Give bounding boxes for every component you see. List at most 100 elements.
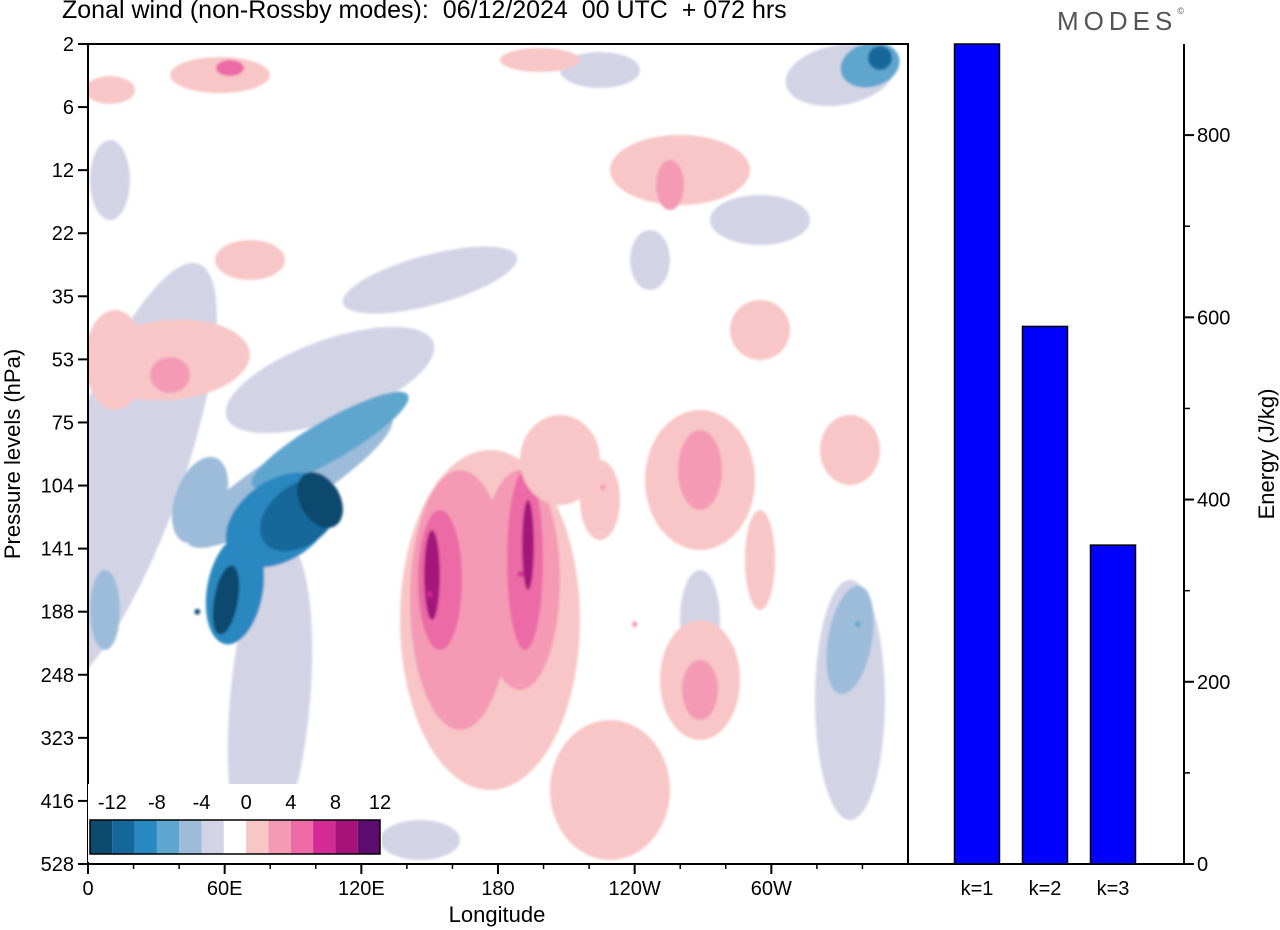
contour-region [88,310,145,410]
colorbar-label: -8 [148,792,166,814]
x-tick-label: 180 [481,878,514,900]
feature-core [631,621,638,628]
contour-region [868,46,892,70]
x-axis-label: Longitude [449,902,546,927]
energy-tick-label: 600 [1197,307,1230,329]
feature-core [194,608,201,615]
modes-logo: MODES© [1057,6,1184,36]
colorbar-swatch [90,820,113,854]
feature-core [882,72,889,79]
bar-category-label: k=3 [1097,878,1130,900]
feature-core [854,621,861,628]
energy-bars: k=1 k=2 k=3 [953,43,1137,900]
colorbar-label: 4 [285,792,296,814]
contour-region [500,48,580,72]
energy-axis-label: Energy (J/kg) [1254,389,1279,520]
bar-category-label: k=2 [1029,878,1062,900]
contour-region [520,415,600,505]
contour-region [297,472,343,528]
contour-region [225,326,435,434]
colorbar-swatch [201,820,224,854]
colorbar-swatch [179,820,202,854]
energy-bar [1021,325,1069,865]
x-tick-label: 120W [609,878,661,900]
contour-region [216,60,244,76]
contour-region [342,246,518,314]
contour-region [88,76,135,104]
colorbar-swatch [112,820,135,854]
contour-region [630,230,670,290]
field-layers [88,44,900,860]
contour-region [682,660,718,720]
y-tick-label: 2 [63,34,74,56]
energy-bar [953,43,1001,865]
contour-region [90,140,130,220]
contour-region [380,820,460,860]
y-axis-label: Pressure levels (hPa) [0,349,25,559]
pressure-axis: 2 6 12 22 35 53 75 104 141 188 248 323 416 528 [41,34,88,876]
y-tick-label: 75 [52,412,74,434]
contour-region [656,160,684,210]
wind-contour-field [88,44,908,864]
feature-core [599,484,606,491]
longitude-axis: 0 60E 120E 180 120W 60W [82,864,864,900]
contour-region [251,391,409,489]
contour-region [550,720,670,860]
y-tick-label: 141 [41,539,74,561]
colorbar-label: -4 [193,792,211,814]
y-tick-label: 416 [41,791,74,813]
feature-core [517,571,524,578]
y-tick-label: 53 [52,349,74,371]
feature-core [119,345,126,352]
chart-title: Zonal wind (non-Rossby modes): 06/12/202… [62,0,787,24]
energy-tick-label: 0 [1197,854,1208,876]
colorbar-label: 0 [241,792,252,814]
y-tick-label: 35 [52,286,74,308]
contour-region [424,530,440,620]
contour-region [522,500,534,590]
colorbar-swatch [290,820,314,854]
contour-region [90,570,120,650]
colorbar-swatch [134,820,157,854]
y-tick-label: 12 [52,160,74,182]
colorbar-swatch [335,820,358,854]
contour-region [820,415,880,485]
y-tick-label: 22 [52,223,74,245]
energy-axis: 0 200 400 600 800 [1184,125,1230,876]
contour-region [150,357,190,393]
energy-tick-label: 200 [1197,672,1230,694]
x-tick-label: 60W [751,878,792,900]
contour-region [215,240,285,280]
contour-region [730,300,790,360]
feature-core [426,591,433,598]
x-tick-label: 120E [338,878,385,900]
colorbar-label: -12 [98,792,127,814]
x-tick-label: 0 [82,878,93,900]
colorbar-swatch [156,820,180,854]
bar-category-label: k=1 [961,878,994,900]
contour-region [170,57,270,93]
contour-region [745,510,775,610]
contour-region [678,430,722,510]
colorbar-swatch [313,820,336,854]
colorbar-swatch [268,820,291,854]
colorbar-swatch [223,820,247,854]
contour-region [212,565,240,635]
energy-bar [1089,544,1137,865]
feature-core [312,509,319,516]
energy-tick-label: 800 [1197,125,1230,147]
y-tick-label: 104 [41,476,74,498]
contour-region [560,52,640,88]
colorbar-swatch [357,820,380,854]
contour-region [826,585,874,695]
colorbar-label: 12 [369,792,391,814]
y-tick-label: 188 [41,602,74,624]
x-tick-label: 60E [207,878,243,900]
energy-tick-label: 400 [1197,490,1230,512]
colorbar-label: 8 [330,792,341,814]
colorbar-swatch [246,820,269,854]
y-tick-label: 323 [41,728,74,750]
y-tick-label: 528 [41,854,74,876]
contour-region [710,195,810,245]
